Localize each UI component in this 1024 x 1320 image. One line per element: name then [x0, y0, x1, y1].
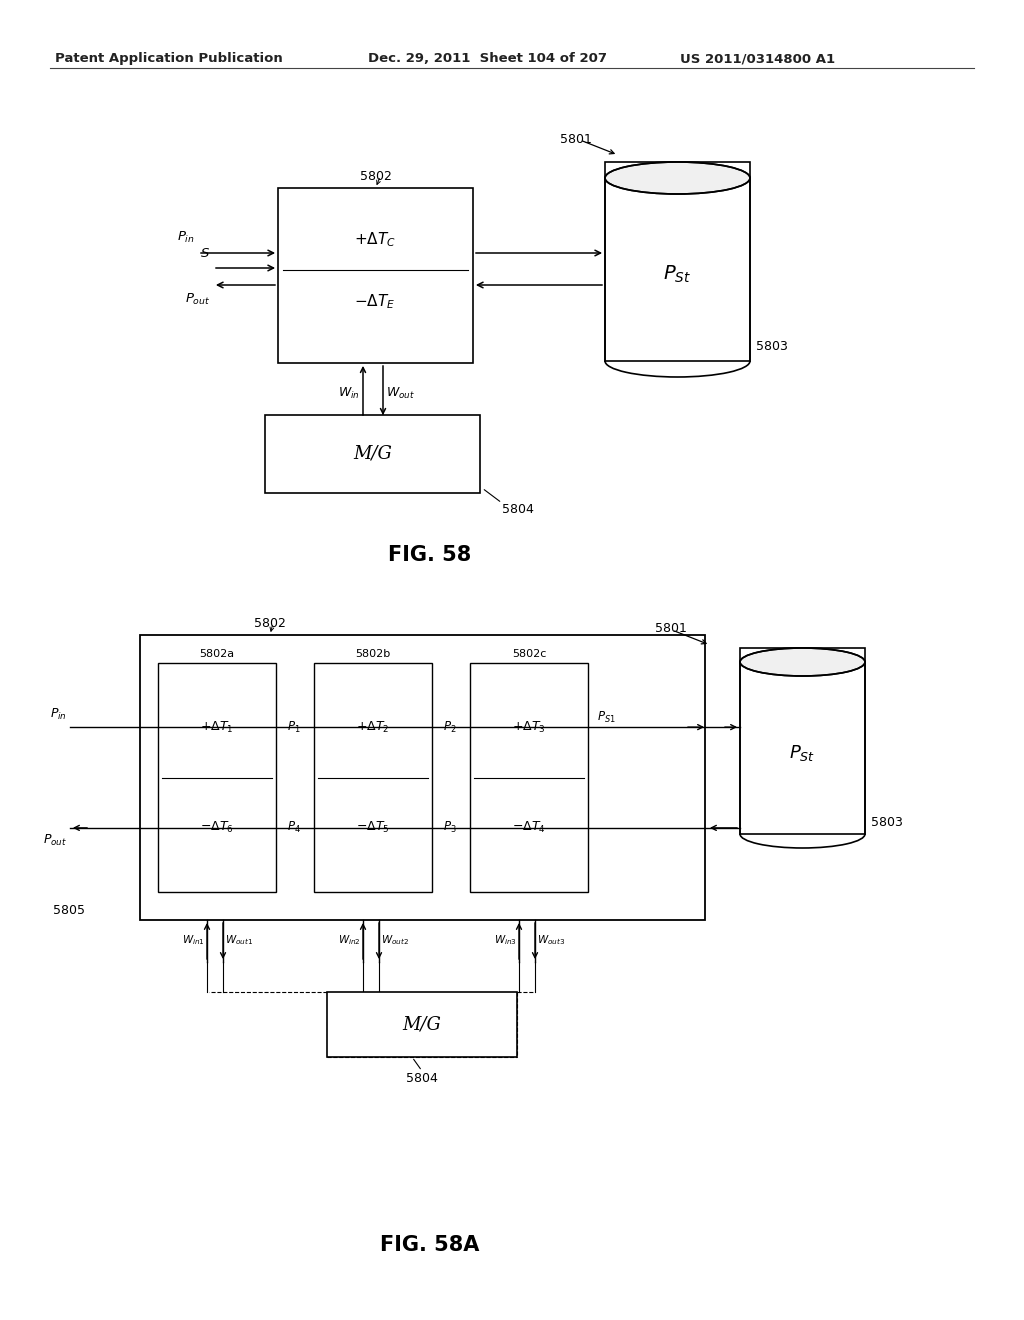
Text: $+\Delta T_2$: $+\Delta T_2$: [356, 719, 390, 735]
Text: $P_1$: $P_1$: [287, 719, 301, 735]
Text: $P_{out}$: $P_{out}$: [43, 833, 67, 847]
Bar: [470, 663, 588, 892]
Text: 5801: 5801: [560, 133, 592, 147]
Text: $P_4$: $P_4$: [287, 820, 301, 836]
Text: $W_{out2}$: $W_{out2}$: [381, 933, 409, 946]
Text: $P_{St}$: $P_{St}$: [664, 264, 691, 285]
Text: $W_{in1}$: $W_{in1}$: [182, 933, 205, 946]
Bar: [158, 663, 276, 892]
Text: $-\Delta T_E$: $-\Delta T_E$: [354, 293, 395, 312]
Text: $P_{St}$: $P_{St}$: [790, 743, 815, 763]
Text: 5802: 5802: [254, 616, 286, 630]
Text: 5802c: 5802c: [512, 649, 546, 659]
Text: FIG. 58: FIG. 58: [388, 545, 472, 565]
Text: FIG. 58A: FIG. 58A: [380, 1236, 479, 1255]
Text: $-\Delta T_6$: $-\Delta T_6$: [200, 820, 233, 836]
Text: Patent Application Publication: Patent Application Publication: [55, 51, 283, 65]
Ellipse shape: [605, 162, 750, 194]
Text: $W_{in2}$: $W_{in2}$: [338, 933, 361, 946]
Bar: [605, 162, 750, 360]
Text: 5804: 5804: [407, 1072, 438, 1085]
Text: 5804: 5804: [502, 503, 534, 516]
Text: 5801: 5801: [655, 622, 687, 635]
Text: Dec. 29, 2011  Sheet 104 of 207: Dec. 29, 2011 Sheet 104 of 207: [368, 51, 607, 65]
Text: 5802a: 5802a: [200, 649, 234, 659]
Text: $+\Delta T_3$: $+\Delta T_3$: [512, 719, 546, 735]
Text: $S$: $S$: [200, 247, 210, 260]
Text: M/G: M/G: [402, 1015, 441, 1034]
Bar: [265, 414, 480, 492]
Text: $P_{out}$: $P_{out}$: [184, 292, 210, 308]
Text: $W_{out}$: $W_{out}$: [386, 385, 415, 400]
Bar: [314, 663, 432, 892]
Text: $W_{out1}$: $W_{out1}$: [225, 933, 253, 946]
Bar: [740, 648, 865, 834]
Text: $P_{S1}$: $P_{S1}$: [597, 710, 615, 725]
Bar: [278, 187, 473, 363]
Bar: [327, 993, 517, 1057]
Text: $+\Delta T_1$: $+\Delta T_1$: [201, 719, 233, 735]
Ellipse shape: [740, 648, 865, 676]
Text: $W_{in}$: $W_{in}$: [338, 385, 360, 400]
Text: 5803: 5803: [871, 817, 903, 829]
Text: $W_{in3}$: $W_{in3}$: [494, 933, 517, 946]
Text: M/G: M/G: [353, 445, 392, 463]
Text: $W_{out3}$: $W_{out3}$: [537, 933, 565, 946]
Bar: [140, 635, 705, 920]
Text: $P_2$: $P_2$: [443, 719, 457, 735]
Text: 5802: 5802: [359, 170, 391, 183]
Text: US 2011/0314800 A1: US 2011/0314800 A1: [680, 51, 836, 65]
Text: $P_{in}$: $P_{in}$: [50, 708, 67, 722]
Text: $-\Delta T_4$: $-\Delta T_4$: [512, 820, 546, 836]
Text: $+\Delta T_C$: $+\Delta T_C$: [354, 231, 396, 249]
Text: 5803: 5803: [756, 341, 787, 354]
Text: 5805: 5805: [53, 903, 85, 916]
Text: 5802b: 5802b: [355, 649, 390, 659]
Text: $-\Delta T_5$: $-\Delta T_5$: [356, 820, 390, 836]
Text: $P_3$: $P_3$: [443, 820, 457, 836]
Text: $P_{in}$: $P_{in}$: [177, 230, 195, 246]
